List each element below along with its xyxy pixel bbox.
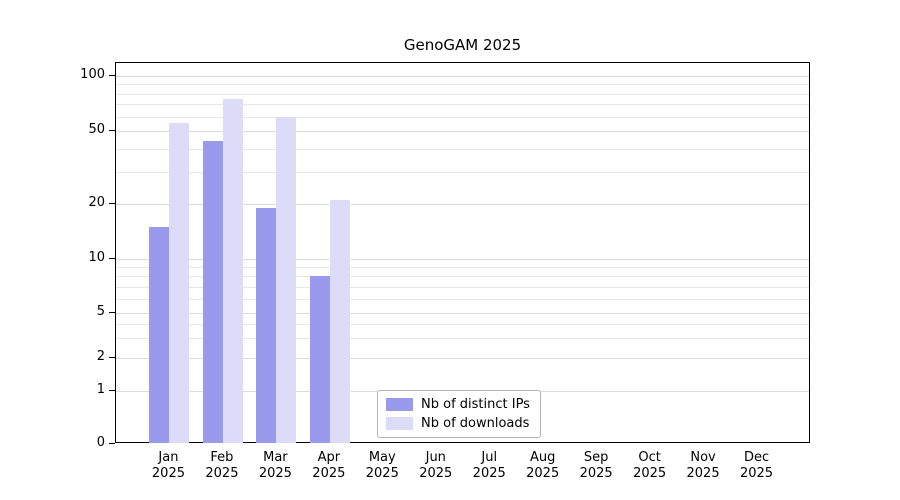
- y-tick-label: 1: [96, 382, 105, 397]
- gridline: [116, 204, 809, 205]
- legend-swatch-downloads: [386, 417, 413, 430]
- x-tick-label-jun: Jun 2025: [419, 450, 453, 481]
- x-tick-label-jul: Jul 2025: [472, 450, 506, 481]
- gridline: [116, 276, 809, 278]
- bar-downloads-feb: [222, 98, 243, 443]
- gridline: [116, 267, 809, 269]
- y-tick-label: 2: [96, 349, 105, 364]
- y-tick-label: 10: [88, 250, 105, 265]
- gridline: [116, 313, 809, 314]
- y-tick-mark: [109, 258, 115, 259]
- y-tick-mark: [109, 390, 115, 391]
- y-tick-label: 50: [88, 122, 105, 137]
- x-tick-label-jan: Jan 2025: [151, 450, 185, 481]
- bar-distinct-ips-feb: [202, 141, 223, 443]
- legend-item-distinct-ips: Nb of distinct IPs: [386, 397, 530, 412]
- y-tick-mark: [109, 130, 115, 131]
- x-tick-label-mar: Mar 2025: [258, 450, 292, 481]
- legend: Nb of distinct IPs Nb of downloads: [377, 390, 541, 438]
- chart-title: GenoGAM 2025: [403, 36, 522, 54]
- x-tick-label-may: May 2025: [365, 450, 399, 481]
- bar-downloads-apr: [329, 200, 350, 443]
- gridline: [116, 76, 809, 77]
- gridline: [116, 104, 809, 106]
- legend-label-distinct-ips: Nb of distinct IPs: [421, 397, 530, 412]
- bar-downloads-jan: [169, 123, 190, 443]
- gridline: [116, 286, 809, 288]
- gridline: [116, 93, 809, 95]
- gridline: [116, 171, 809, 173]
- gridline: [116, 298, 809, 300]
- y-tick-mark: [109, 443, 115, 444]
- plot-area: [115, 62, 810, 443]
- x-tick-label-nov: Nov 2025: [686, 450, 720, 481]
- y-tick-label: 0: [96, 435, 105, 450]
- y-tick-mark: [109, 312, 115, 313]
- gridline: [116, 259, 809, 260]
- gridline: [116, 131, 809, 132]
- x-tick-label-sep: Sep 2025: [579, 450, 613, 481]
- x-tick-label-apr: Apr 2025: [312, 450, 346, 481]
- y-tick-label: 20: [88, 195, 105, 210]
- y-tick-mark: [109, 357, 115, 358]
- y-tick-mark: [109, 75, 115, 76]
- bar-distinct-ips-jan: [149, 226, 170, 443]
- gridline: [116, 148, 809, 150]
- x-tick-label-dec: Dec 2025: [739, 450, 774, 481]
- y-tick-mark: [109, 203, 115, 204]
- y-tick-label: 5: [96, 304, 105, 319]
- gridline: [116, 116, 809, 118]
- gridline: [116, 323, 809, 325]
- bar-distinct-ips-apr: [309, 276, 330, 443]
- y-tick-label: 100: [80, 67, 105, 82]
- legend-item-downloads: Nb of downloads: [386, 416, 530, 431]
- gridline: [116, 338, 809, 340]
- legend-label-downloads: Nb of downloads: [421, 416, 530, 431]
- bar-distinct-ips-mar: [256, 208, 277, 443]
- gridline: [116, 358, 809, 359]
- bar-downloads-mar: [276, 116, 297, 443]
- x-tick-label-feb: Feb 2025: [205, 450, 239, 481]
- gridline: [116, 84, 809, 86]
- x-tick-label-oct: Oct 2025: [633, 450, 667, 481]
- x-tick-label-aug: Aug 2025: [526, 450, 560, 481]
- legend-swatch-distinct-ips: [386, 398, 413, 411]
